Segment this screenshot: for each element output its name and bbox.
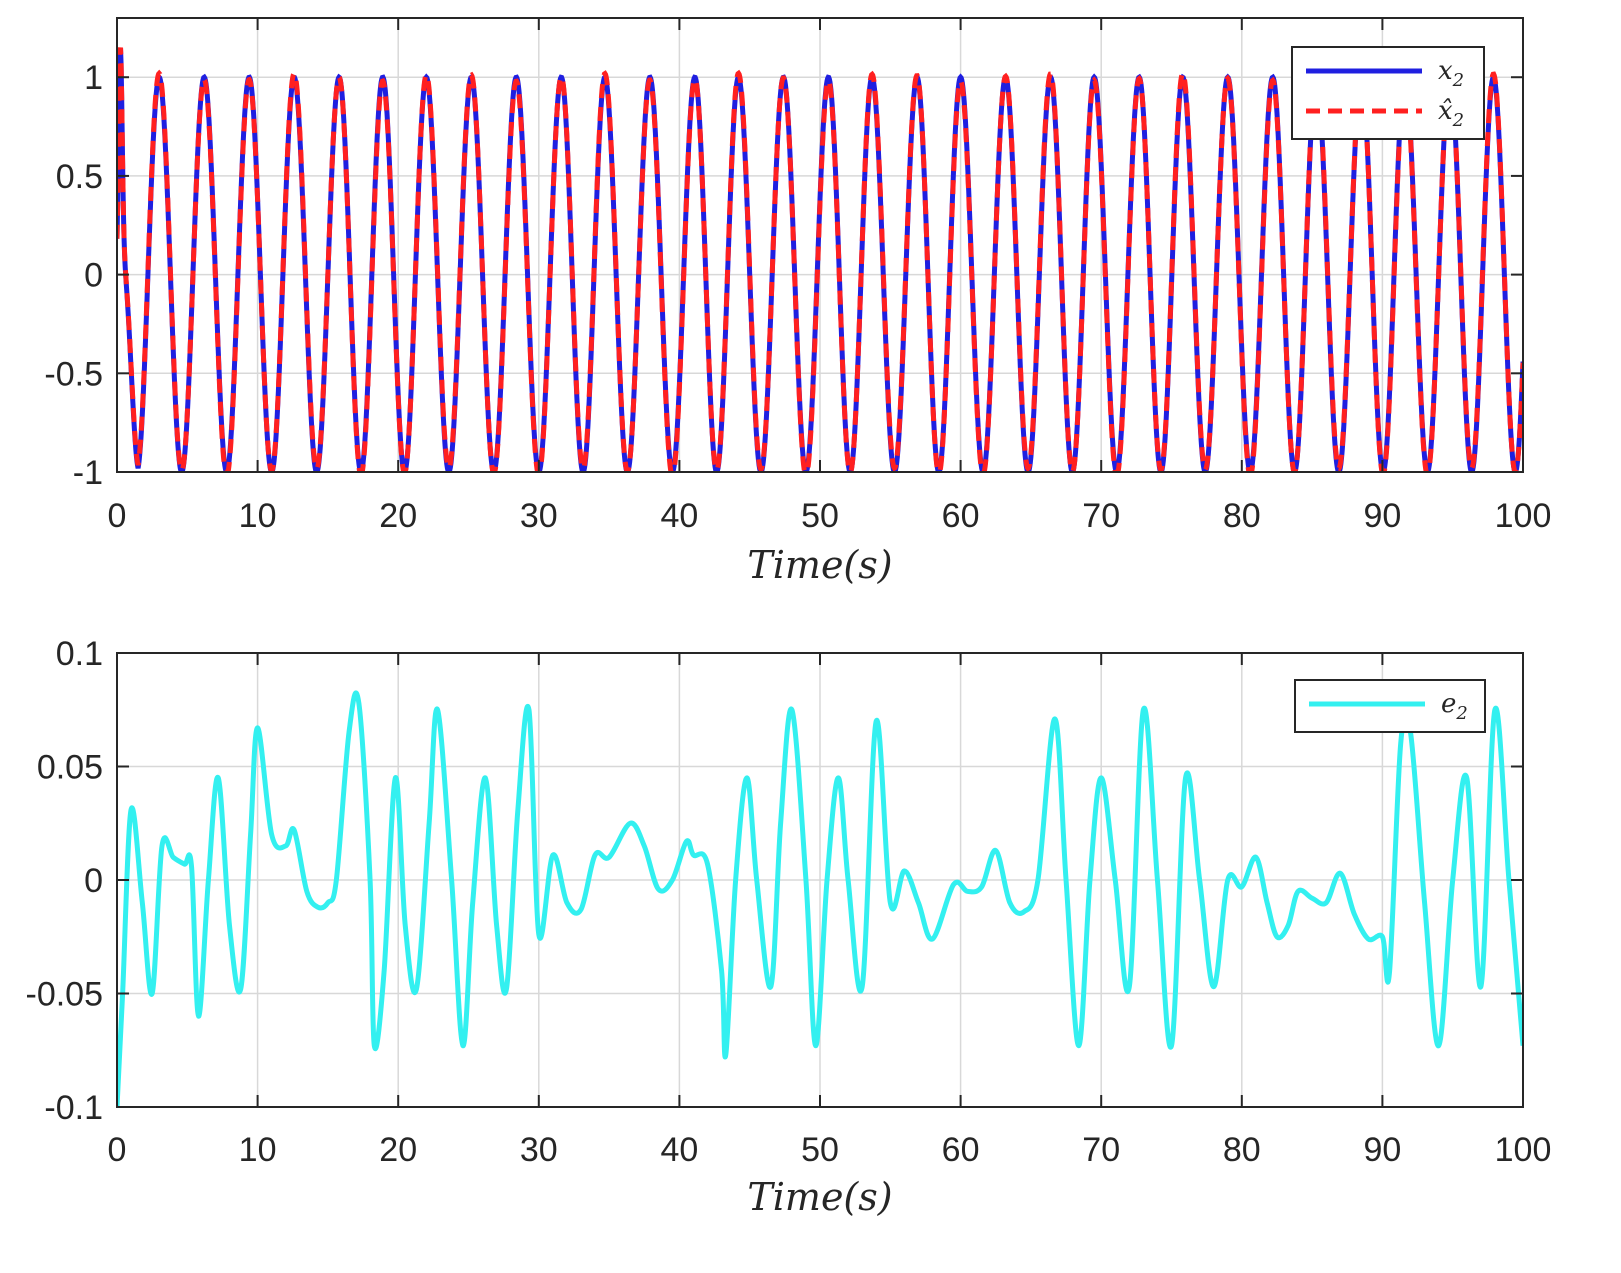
top-chart-x-tick-label: 60 — [942, 497, 980, 535]
top-chart-legend-label: x̂2 — [1438, 96, 1464, 131]
bottom-chart-y-tick-label: -0.05 — [26, 976, 104, 1014]
bottom-chart: 0 10 20 30 40 50 60 70 80 90 100 -0.1 -0.05 0 0.05 0.1… — [26, 635, 1552, 1219]
bottom-chart-y-tick-label: 0 — [84, 862, 103, 900]
top-chart-y-ticks: -1 -0.5 0 0.5 1 — [44, 59, 1523, 492]
bottom-chart-x-tick-label: 100 — [1495, 1131, 1552, 1169]
bottom-chart-y-tick-label: -0.1 — [44, 1089, 103, 1127]
top-chart-series — [117, 47, 1523, 472]
x2-hat-series-line — [117, 47, 1523, 472]
bottom-chart-x-tick-label: 30 — [520, 1131, 558, 1169]
bottom-chart-x-tick-label: 20 — [379, 1131, 417, 1169]
bottom-chart-x-tick-label: 90 — [1363, 1131, 1401, 1169]
top-chart-x-tick-label: 10 — [239, 497, 277, 535]
top-chart-x-tick-label: 20 — [379, 497, 417, 535]
top-chart-y-tick-label: 0 — [84, 257, 103, 295]
top-chart-legend: x2x̂2 — [1291, 46, 1485, 140]
bottom-chart-y-ticks: -0.1 -0.05 0 0.05 0.1 — [26, 635, 1523, 1127]
bottom-chart-x-tick-label: 50 — [801, 1131, 839, 1169]
bottom-chart-legend: e2 — [1294, 679, 1486, 733]
top-chart-x-axis-title: Time(s) — [747, 543, 892, 587]
bottom-chart-x-tick-label: 70 — [1082, 1131, 1120, 1169]
bottom-chart-series — [117, 690, 1523, 1107]
bottom-chart-x-ticks: 0 10 20 30 40 50 60 70 80 90 100 — [108, 653, 1552, 1169]
top-chart-x-tick-label: 40 — [660, 497, 698, 535]
bottom-chart-x-axis-title: Time(s) — [747, 1175, 892, 1219]
bottom-chart-x-tick-label: 10 — [239, 1131, 277, 1169]
bottom-chart-x-tick-label: 80 — [1223, 1131, 1261, 1169]
top-chart: 0 10 20 30 40 50 60 70 80 90 100 -1 -0.5 0 0.5 1 Time(… — [44, 17, 1552, 587]
top-chart-x-tick-label: 80 — [1223, 497, 1261, 535]
top-chart-x-tick-label: 50 — [801, 497, 839, 535]
top-chart-y-tick-label: -0.5 — [44, 355, 103, 393]
bottom-chart-y-tick-label: 0.1 — [56, 635, 103, 673]
top-chart-legend-box — [1291, 46, 1485, 140]
bottom-chart-y-tick-label: 0.05 — [37, 749, 103, 787]
top-chart-x-tick-label: 90 — [1363, 497, 1401, 535]
top-chart-x-ticks: 0 10 20 30 40 50 60 70 80 90 100 — [108, 18, 1552, 535]
top-chart-y-tick-label: 0.5 — [56, 158, 103, 196]
top-chart-y-tick-label: -1 — [73, 454, 103, 492]
top-chart-x-tick-label: 70 — [1082, 497, 1120, 535]
top-chart-x-tick-label: 0 — [108, 497, 127, 535]
bottom-chart-x-tick-label: 60 — [942, 1131, 980, 1169]
bottom-chart-legend-label: e2 — [1441, 689, 1468, 724]
e2-series-line — [117, 690, 1523, 1107]
bottom-chart-x-tick-label: 0 — [108, 1131, 127, 1169]
top-chart-x-tick-label: 100 — [1495, 497, 1552, 535]
top-chart-x-tick-label: 30 — [520, 497, 558, 535]
top-chart-y-tick-label: 1 — [84, 59, 103, 97]
bottom-chart-x-tick-label: 40 — [660, 1131, 698, 1169]
